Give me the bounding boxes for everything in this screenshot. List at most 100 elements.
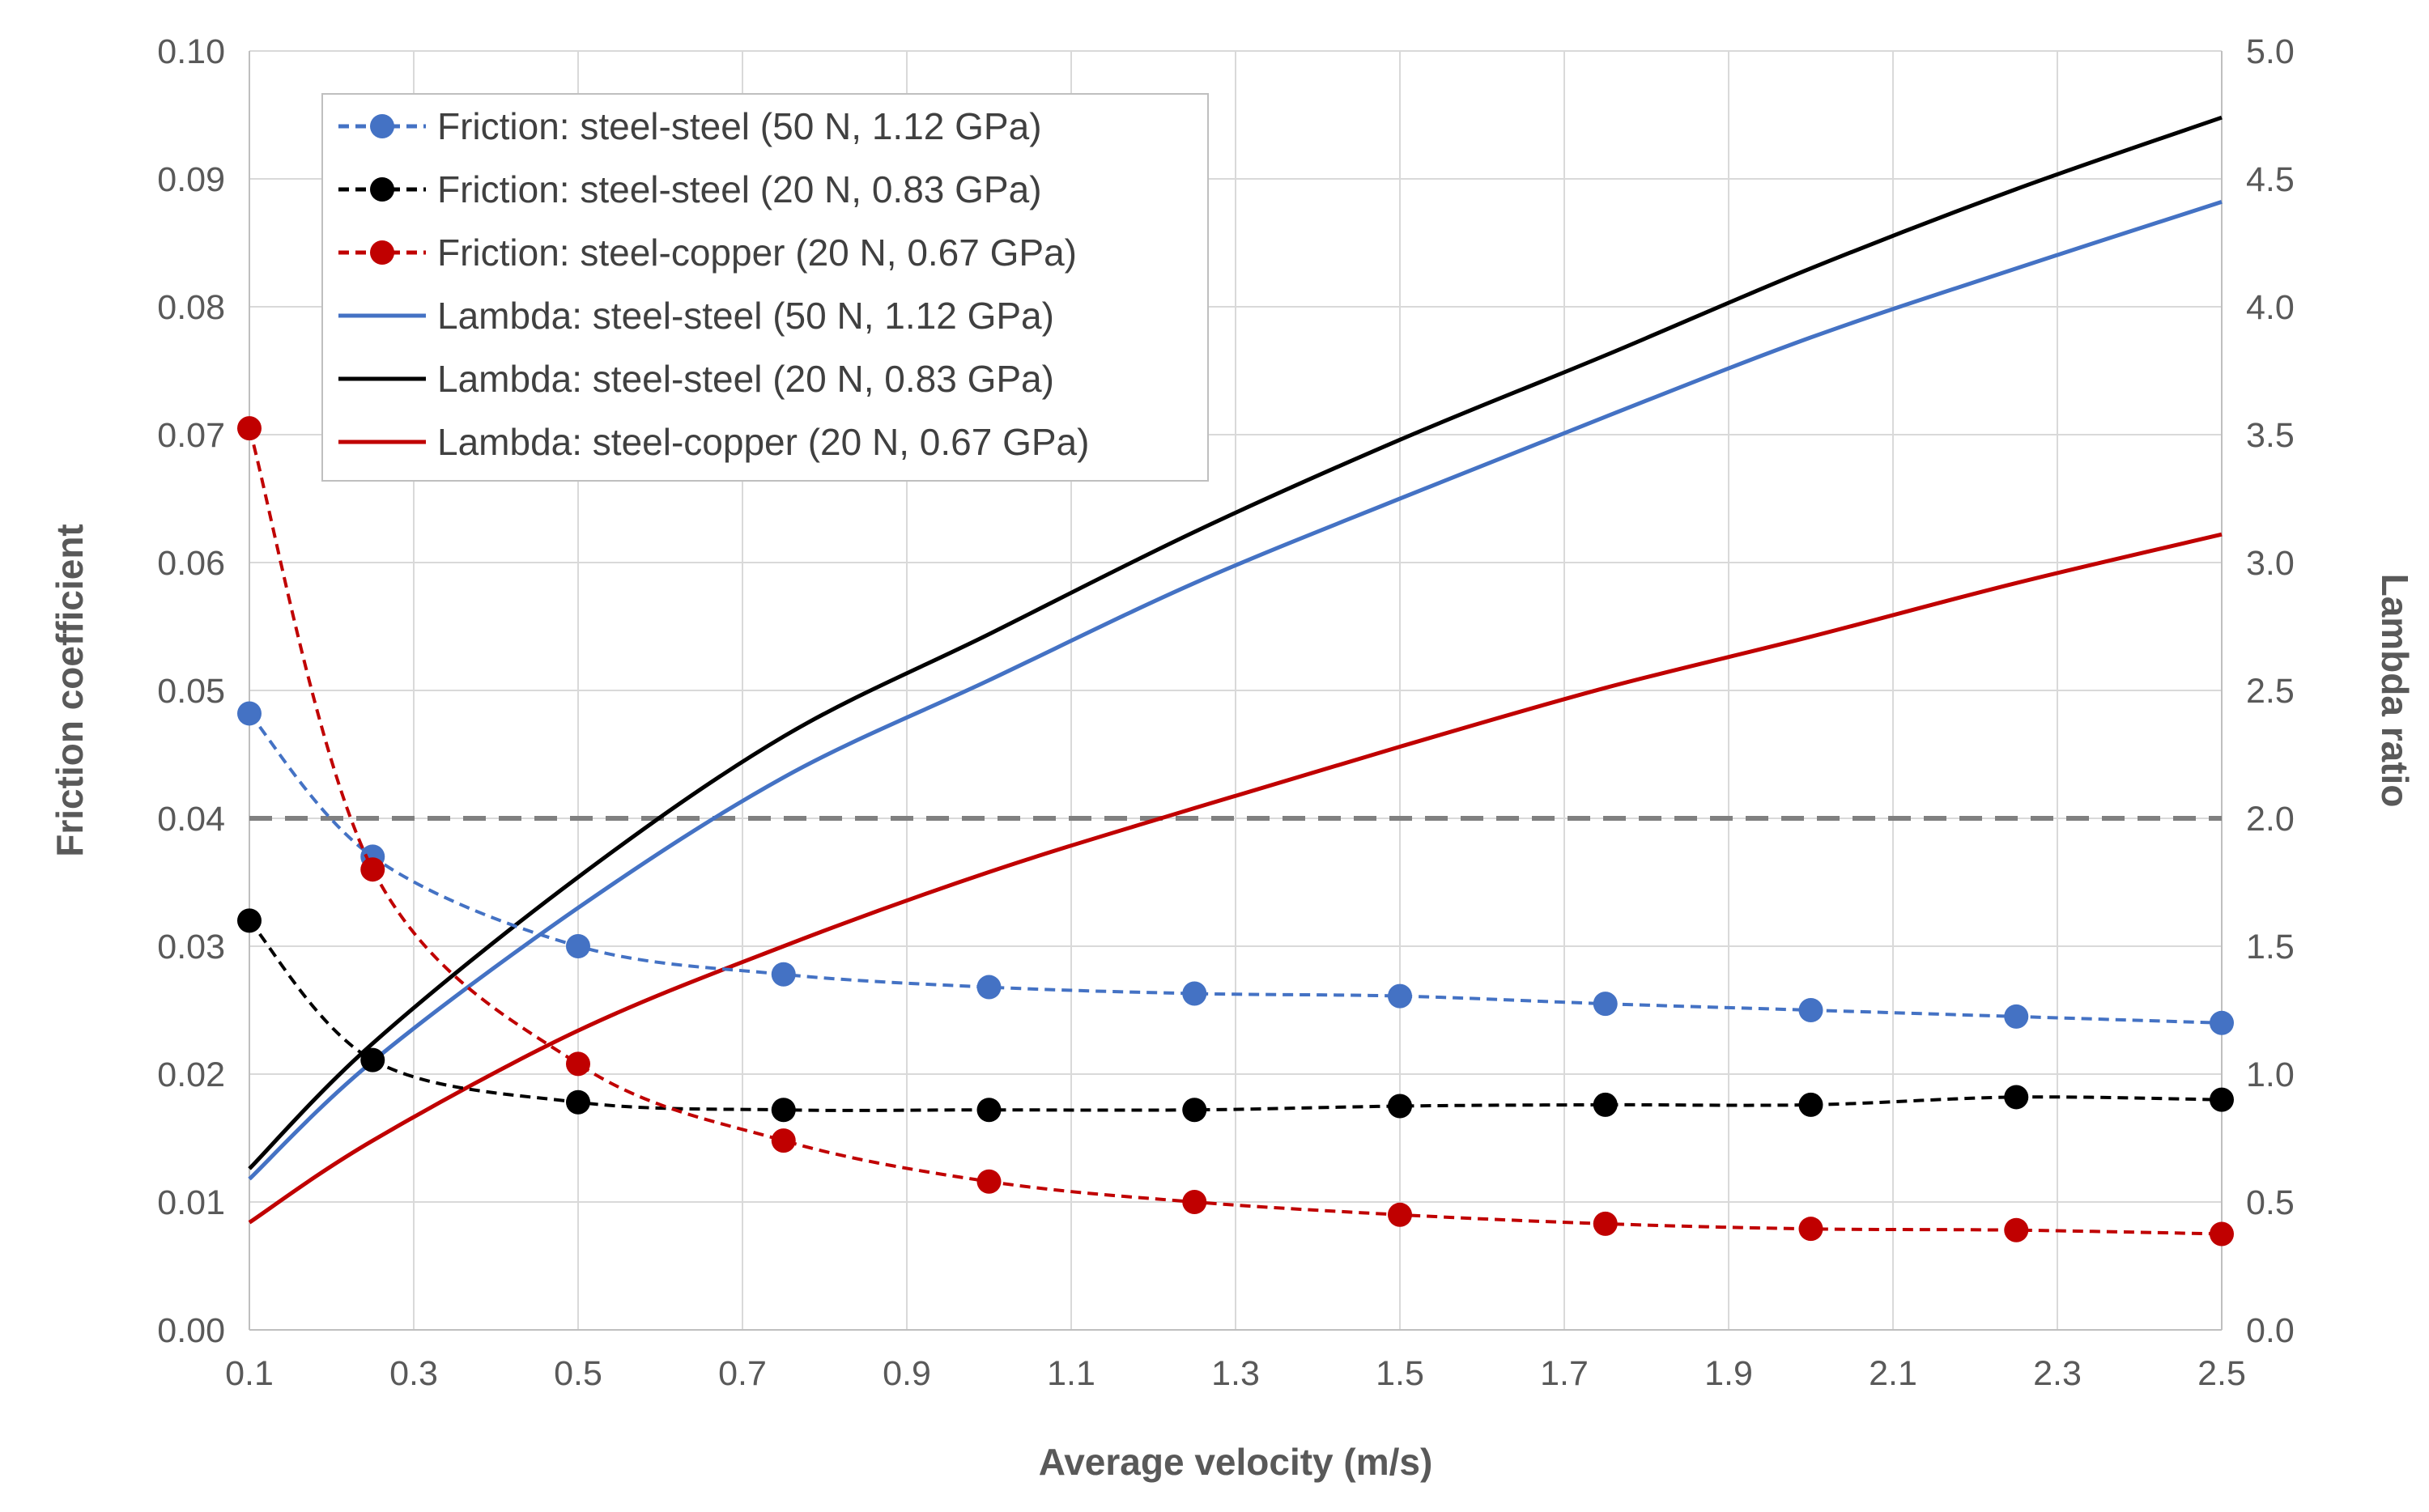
data-point — [237, 701, 262, 726]
data-point — [771, 962, 796, 987]
data-point — [1182, 981, 1207, 1006]
legend-entry: Friction: steel-steel (20 N, 0.83 GPa) — [338, 168, 1042, 210]
data-point — [1388, 983, 1412, 1009]
x-tick-label: 1.3 — [1211, 1354, 1260, 1393]
y2-axis-title: Lambda ratio — [2374, 574, 2416, 808]
y2-tick-label: 1.5 — [2246, 928, 2295, 966]
data-point — [2210, 1221, 2234, 1247]
y-tick-label: 0.03 — [157, 928, 225, 966]
data-point — [1798, 1092, 1823, 1117]
data-point — [566, 1089, 590, 1115]
data-point — [237, 908, 262, 933]
series-line — [248, 920, 2223, 1112]
y2-tick-label: 4.0 — [2246, 288, 2295, 327]
data-point — [2004, 1004, 2029, 1029]
legend-label: Friction: steel-steel (20 N, 0.83 GPa) — [437, 168, 1042, 210]
y2-tick-label: 3.0 — [2246, 544, 2295, 583]
y2-tick-label: 2.0 — [2246, 800, 2295, 839]
legend: Friction: steel-steel (50 N, 1.12 GPa) Fr… — [321, 93, 1209, 482]
legend-entry: Friction: steel-copper (20 N, 0.67 GPa) — [338, 231, 1077, 274]
legend-entry: Lambda: steel-steel (50 N, 1.12 GPa) — [338, 295, 1054, 337]
series-0 — [237, 701, 2234, 1035]
x-tick-label: 2.3 — [2033, 1354, 2082, 1393]
legend-label: Lambda: steel-steel (50 N, 1.12 GPa) — [437, 295, 1054, 337]
series-3 — [248, 200, 2223, 1181]
y-tick-label: 0.05 — [157, 672, 225, 711]
y2-tick-label: 5.0 — [2246, 32, 2295, 71]
x-tick-label: 1.1 — [1047, 1354, 1095, 1393]
series-2 — [237, 416, 2234, 1247]
legend-entry: Lambda: steel-steel (20 N, 0.83 GPa) — [338, 358, 1054, 400]
x-tick-label: 1.9 — [1704, 1354, 1753, 1393]
legend-marker — [370, 240, 394, 265]
data-point — [771, 1098, 796, 1123]
y-tick-label: 0.10 — [157, 32, 225, 71]
series-4 — [248, 115, 2223, 1170]
data-point — [237, 416, 262, 441]
x-tick-label: 1.5 — [1376, 1354, 1424, 1393]
legend-box — [321, 93, 1209, 482]
legend-marker — [370, 177, 394, 202]
legend-label: Lambda: steel-steel (20 N, 0.83 GPa) — [437, 358, 1054, 400]
legend-entry: Lambda: steel-copper (20 N, 0.67 GPa) — [338, 421, 1089, 463]
y2-tick-label: 4.5 — [2246, 160, 2295, 199]
series-line — [248, 712, 2223, 1025]
x-tick-label: 0.1 — [225, 1354, 274, 1393]
series-line — [248, 200, 2223, 1181]
x-tick-label: 1.7 — [1540, 1354, 1589, 1393]
y2-tick-label: 0.0 — [2246, 1311, 2295, 1350]
data-point — [976, 1098, 1002, 1123]
data-point — [1593, 1211, 1618, 1236]
x-tick-label: 0.3 — [389, 1354, 438, 1393]
y-tick-label: 0.08 — [157, 288, 225, 327]
data-point — [1593, 1092, 1618, 1117]
data-point — [1182, 1190, 1207, 1214]
data-point — [2004, 1217, 2029, 1242]
x-tick-label: 2.1 — [1869, 1354, 1917, 1393]
legend-label: Friction: steel-steel (50 N, 1.12 GPa) — [437, 105, 1042, 147]
y2-tick-label: 2.5 — [2246, 672, 2295, 711]
plot-series — [237, 115, 2234, 1247]
data-point — [976, 1169, 1002, 1194]
y-tick-label: 0.01 — [157, 1183, 225, 1222]
series-line — [248, 427, 2223, 1236]
data-point — [1388, 1202, 1412, 1227]
x-axis-title: Average velocity (m/s) — [1039, 1441, 1433, 1483]
series-line — [248, 532, 2223, 1225]
x-tick-label: 0.9 — [883, 1354, 931, 1393]
y-tick-label: 0.06 — [157, 544, 225, 583]
data-point — [771, 1128, 796, 1153]
axes: 0.00 0.01 0.02 0.03 0.04 0.05 0.06 0.07 0.08 0.09… — [157, 32, 2294, 1393]
legend-label: Friction: steel-copper (20 N, 0.67 GPa) — [437, 231, 1077, 274]
y-tick-label: 0.02 — [157, 1055, 225, 1094]
data-point — [1798, 998, 1823, 1022]
legend-label: Lambda: steel-copper (20 N, 0.67 GPa) — [437, 421, 1089, 463]
data-point — [1593, 992, 1618, 1017]
y-tick-label: 0.04 — [157, 800, 225, 839]
data-point — [2210, 1087, 2234, 1112]
data-point — [566, 1051, 590, 1077]
y2-tick-label: 1.0 — [2246, 1055, 2295, 1094]
data-point — [2004, 1085, 2029, 1110]
data-point — [360, 857, 385, 882]
y2-tick-label: 0.5 — [2246, 1183, 2295, 1222]
y-tick-label: 0.09 — [157, 160, 225, 199]
data-point — [1182, 1098, 1207, 1123]
series-line — [248, 115, 2223, 1170]
data-point — [2210, 1010, 2234, 1035]
data-point — [976, 975, 1002, 1000]
data-point — [360, 1047, 385, 1072]
x-tick-label: 0.5 — [554, 1354, 602, 1393]
y-tick-label: 0.07 — [157, 416, 225, 455]
y-tick-label: 0.00 — [157, 1311, 225, 1350]
series-5 — [248, 532, 2223, 1225]
data-point — [1798, 1217, 1823, 1242]
y-axis-title: Friction coefficient — [49, 524, 91, 856]
legend-entry: Friction: steel-steel (50 N, 1.12 GPa) — [338, 105, 1042, 147]
data-point — [566, 934, 590, 958]
y2-tick-label: 3.5 — [2246, 416, 2295, 455]
data-point — [1388, 1094, 1412, 1119]
legend-marker — [370, 114, 394, 138]
x-tick-label: 0.7 — [718, 1354, 767, 1393]
